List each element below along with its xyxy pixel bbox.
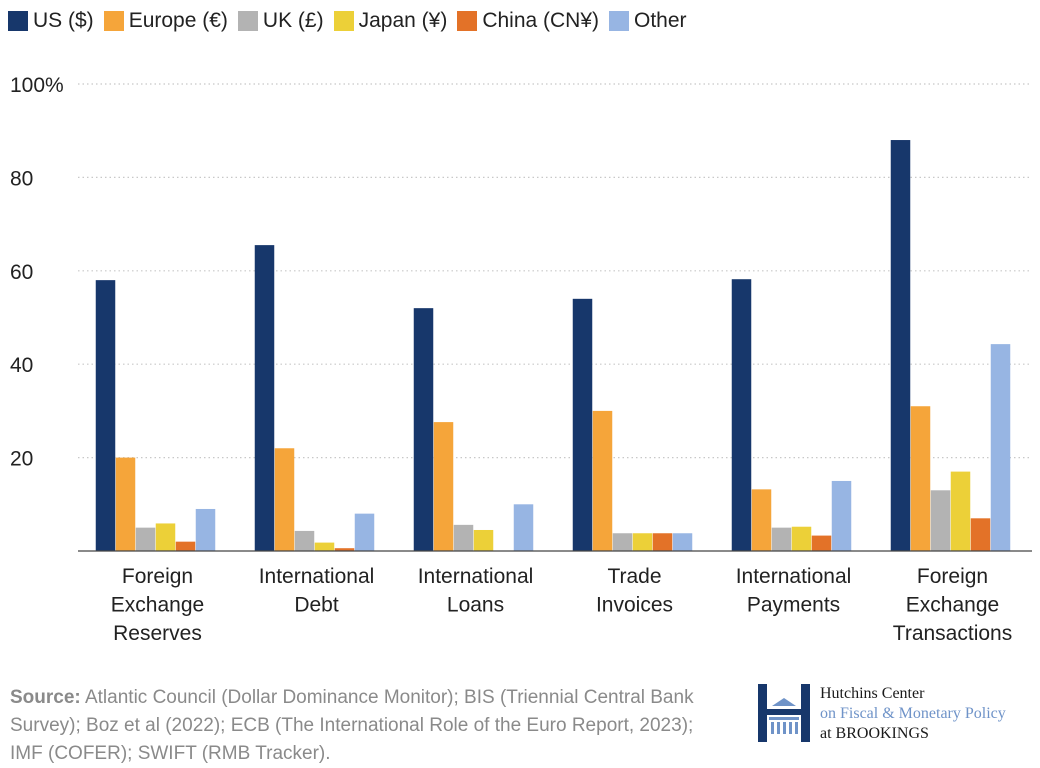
- bar-5-4: [970, 518, 991, 551]
- bar-3-0: [572, 298, 593, 551]
- hutchins-logo: Hutchins Center on Fiscal & Monetary Pol…: [758, 684, 1038, 744]
- source-note: Source: Atlantic Council (Dollar Dominan…: [10, 684, 710, 768]
- bar-5-3: [950, 471, 971, 551]
- legend-swatch: [457, 11, 478, 31]
- y-tick-label: 100%: [10, 74, 64, 97]
- x-tick-label: Invoices: [596, 594, 673, 617]
- logo-line-1: Hutchins Center: [820, 685, 925, 702]
- source-label: Source:: [10, 687, 81, 708]
- logo-text: Hutchins Center on Fiscal & Monetary Pol…: [820, 684, 1006, 744]
- bar-2-5: [513, 504, 534, 551]
- hutchins-h-icon: [758, 684, 810, 742]
- bar-0-0: [95, 280, 116, 551]
- x-tick-label: Transactions: [893, 622, 1012, 645]
- bar-3-1: [592, 410, 613, 551]
- x-tick-label: Foreign: [122, 565, 193, 588]
- bar-2-1: [433, 422, 454, 551]
- x-tick-label: Foreign: [917, 565, 988, 588]
- x-tick-label: Loans: [447, 594, 504, 617]
- legend-label: Other: [634, 9, 687, 32]
- bar-1-0: [254, 245, 275, 552]
- bar-4-0: [731, 279, 752, 551]
- bar-0-1: [115, 457, 136, 551]
- legend-item: Other: [609, 9, 687, 33]
- legend-label: UK (£): [262, 9, 324, 32]
- legend-swatch: [609, 11, 630, 31]
- bar-4-5: [831, 480, 852, 551]
- bar-3-2: [612, 533, 633, 551]
- bar-0-3: [155, 523, 176, 551]
- bar-2-3: [473, 529, 494, 551]
- bar-3-3: [632, 533, 653, 551]
- legend-label: US ($): [33, 9, 94, 32]
- x-tick-label: Debt: [294, 594, 339, 617]
- bar-4-2: [771, 527, 792, 551]
- bar-4-3: [791, 526, 812, 551]
- legend-item: UK (£): [237, 9, 324, 33]
- legend-swatch: [333, 11, 354, 31]
- bar-4-1: [751, 489, 772, 551]
- y-tick-label: 80: [10, 167, 33, 190]
- legend-item: China (CN¥): [457, 9, 599, 33]
- source-text: Atlantic Council (Dollar Dominance Monit…: [10, 687, 694, 764]
- logo-line-2: on Fiscal & Monetary Policy: [820, 705, 1006, 722]
- legend-item: Japan (¥): [333, 9, 448, 33]
- bar-0-2: [135, 527, 156, 551]
- legend-item: US ($): [8, 9, 94, 33]
- legend-label: Japan (¥): [358, 9, 448, 32]
- bar-2-0: [413, 308, 434, 551]
- bar-1-1: [274, 448, 295, 551]
- bar-1-4: [334, 548, 355, 551]
- bar-4-4: [811, 535, 832, 551]
- bar-0-4: [175, 541, 196, 551]
- bar-1-2: [294, 530, 315, 551]
- bar-3-5: [672, 533, 693, 551]
- legend-item: Europe (€): [103, 9, 228, 33]
- x-tick-label: International: [418, 565, 534, 588]
- y-tick-label: 20: [10, 448, 33, 471]
- legend-label: Europe (€): [128, 9, 228, 32]
- y-tick-label: 40: [10, 354, 33, 377]
- bar-5-1: [910, 406, 931, 551]
- x-tick-label: Trade: [607, 565, 661, 588]
- legend-swatch: [237, 11, 258, 31]
- chart-area: 20 40 60 80 100% Foreign Exchange Reserves Inter…: [10, 74, 1032, 645]
- y-tick-label: 60: [10, 261, 33, 284]
- chart-legend: US ($) Europe (€) UK (£) Japan (¥) China (CN…: [8, 6, 697, 36]
- x-tick-label: International: [259, 565, 375, 588]
- legend-label: China (CN¥): [482, 9, 600, 32]
- x-tick-label: Exchange: [111, 594, 204, 617]
- bar-1-5: [354, 513, 375, 551]
- x-tick-label: Payments: [747, 594, 840, 617]
- x-tick-label: Exchange: [906, 594, 999, 617]
- bar-5-2: [930, 490, 951, 551]
- bar-5-0: [890, 140, 911, 552]
- bar-2-2: [453, 524, 474, 551]
- x-tick-label: Reserves: [113, 622, 202, 645]
- logo-line-3: at BROOKINGS: [820, 725, 929, 742]
- bar-3-4: [652, 533, 673, 551]
- bar-1-3: [314, 542, 335, 551]
- x-tick-label: International: [736, 565, 852, 588]
- legend-swatch: [8, 11, 28, 31]
- legend-swatch: [103, 11, 124, 31]
- bar-5-5: [990, 344, 1011, 551]
- bar-0-5: [195, 508, 216, 551]
